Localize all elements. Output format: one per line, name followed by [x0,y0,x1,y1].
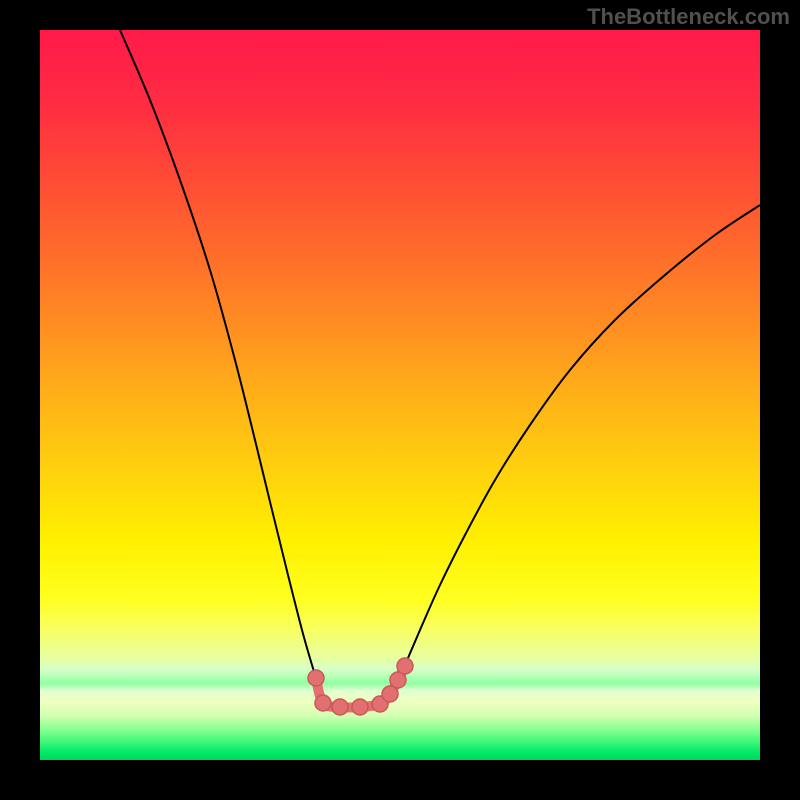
curve-left-branch [120,30,320,690]
valley-marker [308,670,324,686]
valley-marker [332,699,348,715]
valley-marker [315,695,331,711]
valley-marker [352,699,368,715]
curve-layer [40,30,760,760]
valley-marker [397,658,413,674]
valley-markers-group [308,658,413,715]
plot-area [40,30,760,760]
watermark-text: TheBottleneck.com [587,4,790,30]
curve-right-branch [395,205,760,690]
